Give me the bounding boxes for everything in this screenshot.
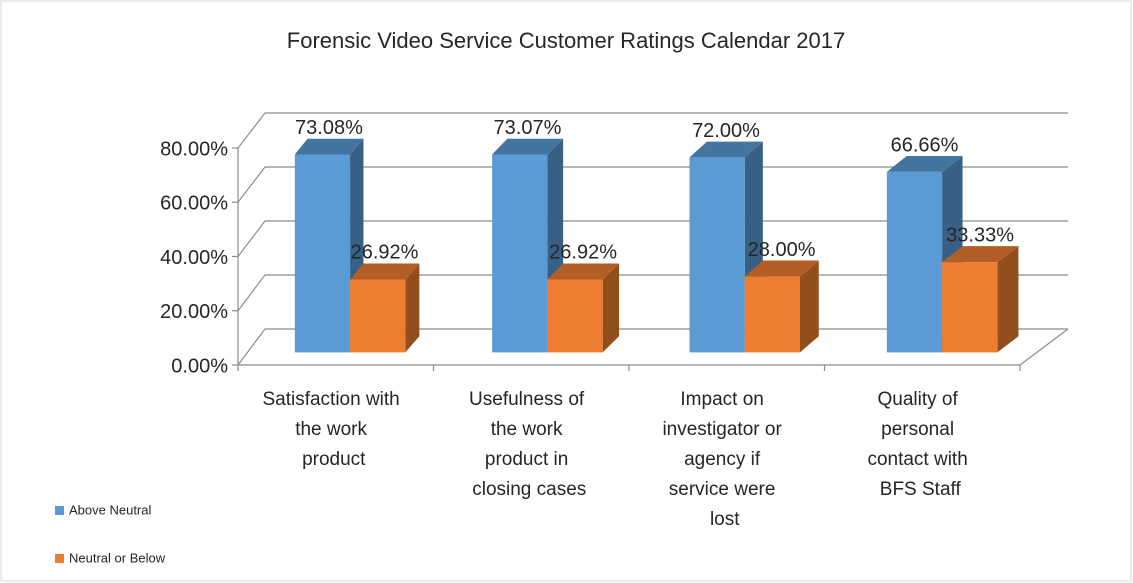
x-tick-label-line: Impact on: [680, 389, 769, 410]
data-label: 26.92%: [549, 242, 617, 264]
bar-top: [350, 263, 420, 280]
legend-label: Above Neutral: [69, 502, 151, 517]
bar-side: [799, 260, 819, 353]
data-label: 73.07%: [494, 117, 562, 139]
data-label: 73.08%: [295, 117, 363, 139]
x-tick-label-line: the work: [491, 419, 568, 440]
grid-line: [237, 112, 1068, 149]
x-tick-label-line: product: [302, 449, 366, 470]
grid-line: [237, 220, 1068, 257]
bar: [350, 263, 420, 353]
x-tick-label-line: service were: [669, 479, 781, 500]
x-tick-label-line: product in: [485, 449, 574, 470]
x-tick-label: Usefulness of the work product in closin…: [469, 389, 589, 500]
x-tick-label: Quality of personal contact with BFS Sta…: [867, 389, 973, 500]
bar-front: [744, 276, 800, 353]
legend-swatch: [55, 554, 64, 563]
legend-label: Neutral or Below: [69, 550, 166, 565]
bar-front: [547, 279, 603, 353]
x-tick-label-line: Satisfaction with: [262, 389, 405, 410]
bar-top: [886, 156, 963, 172]
bar-side: [997, 246, 1019, 353]
chart-title: Forensic Video Service Customer Ratings …: [287, 28, 845, 53]
bar-top: [744, 260, 819, 277]
x-tick-label-line: closing cases: [472, 479, 586, 500]
bar-front: [350, 279, 406, 353]
x-tick-label-line: agency if: [684, 449, 765, 470]
data-label: 33.33%: [946, 224, 1014, 246]
bar-front: [492, 154, 548, 353]
data-label: 28.00%: [748, 239, 816, 261]
bar-top: [547, 263, 620, 280]
x-tick-label-line: Quality of: [877, 389, 963, 410]
bar-side: [602, 263, 620, 353]
bar-top: [294, 138, 364, 155]
x-tick-label-line: investigator or: [662, 419, 787, 440]
y-tick-label: 20.00%: [160, 301, 228, 323]
bar-side: [405, 263, 420, 353]
y-tick-label: 60.00%: [160, 193, 228, 215]
bar-top: [942, 246, 1019, 263]
x-tick-label-line: personal: [881, 419, 959, 440]
data-label: 72.00%: [692, 120, 760, 142]
bar-top: [492, 138, 564, 155]
x-tick-label-line: the work: [295, 419, 372, 440]
bar-front: [294, 154, 351, 353]
data-label: 26.92%: [351, 242, 419, 264]
bar: [942, 246, 1019, 353]
bar-front: [942, 262, 998, 353]
x-tick-label-line: lost: [710, 509, 740, 530]
data-label: 66.66%: [891, 134, 959, 156]
x-tick-label-line: Usefulness of: [469, 389, 589, 410]
bar-top: [689, 141, 763, 158]
bar-front: [886, 171, 943, 353]
y-tick-label: 80.00%: [160, 138, 228, 160]
bar: [744, 260, 819, 353]
x-tick-label-line: BFS Staff: [880, 479, 962, 500]
bar: [492, 138, 564, 353]
y-tick-label: 0.00%: [171, 355, 228, 377]
x-tick-label: Satisfaction with the work product: [262, 389, 405, 470]
x-tick-label-line: contact with: [867, 449, 973, 470]
x-tick-label: Impact on investigator or agency if serv…: [662, 389, 787, 530]
bar-front: [689, 157, 745, 353]
legend-swatch: [55, 506, 64, 515]
bar: [547, 263, 620, 353]
y-tick-label: 40.00%: [160, 247, 228, 269]
grid-line: [237, 166, 1068, 203]
